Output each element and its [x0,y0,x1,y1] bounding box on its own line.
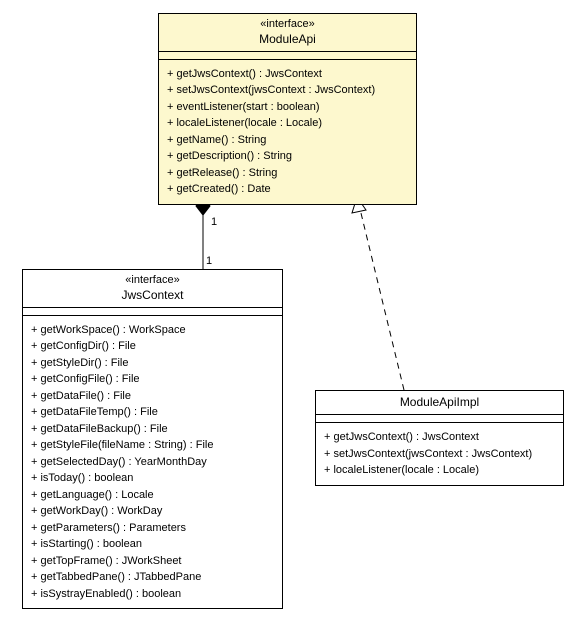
uml-canvas: 1 1 «interface» ModuleApi + getJwsContex… [0,0,581,624]
method-list: + getWorkSpace() : WorkSpace+ getConfigD… [23,316,282,609]
stereotype-label: «interface» [165,18,410,32]
method-row: + getStyleFile(fileName : String) : File [31,437,274,454]
method-row: + getSelectedDay() : YearMonthDay [31,454,274,471]
class-header: «interface» JwsContext [23,270,282,308]
method-row: + getParameters() : Parameters [31,520,274,537]
method-row: + setJwsContext(jwsContext : JwsContext) [167,82,408,99]
method-row: + isSystrayEnabled() : boolean [31,586,274,603]
multiplicity-to: 1 [211,216,217,228]
method-row: + getLanguage() : Locale [31,487,274,504]
class-name: ModuleApi [165,32,410,47]
method-row: + isStarting() : boolean [31,536,274,553]
method-row: + getName() : String [167,132,408,149]
method-row: + getRelease() : String [167,165,408,182]
method-row: + getJwsContext() : JwsContext [324,429,555,446]
method-row: + getDataFile() : File [31,388,274,405]
method-row: + getConfigFile() : File [31,371,274,388]
method-row: + getJwsContext() : JwsContext [167,66,408,83]
class-header: «interface» ModuleApi [159,14,416,52]
method-row: + getWorkDay() : WorkDay [31,503,274,520]
method-row: + getDataFileBackup() : File [31,421,274,438]
realization-edge [360,209,404,390]
method-row: + setJwsContext(jwsContext : JwsContext) [324,446,555,463]
method-row: + localeListener(locale : Locale) [324,462,555,479]
attributes-empty [316,415,563,423]
method-row: + getTopFrame() : JWorkSheet [31,553,274,570]
method-row: + localeListener(locale : Locale) [167,115,408,132]
attributes-empty [159,52,416,60]
attributes-empty [23,308,282,316]
method-row: + getWorkSpace() : WorkSpace [31,322,274,339]
stereotype-label: «interface» [29,274,276,288]
method-row: + getConfigDir() : File [31,338,274,355]
class-moduleapiimpl: ModuleApiImpl + getJwsContext() : JwsCon… [315,390,564,486]
method-row: + eventListener(start : boolean) [167,99,408,116]
method-row: + getDataFileTemp() : File [31,404,274,421]
method-row: + getStyleDir() : File [31,355,274,372]
method-row: + getTabbedPane() : JTabbedPane [31,569,274,586]
multiplicity-from: 1 [206,255,212,267]
method-list: + getJwsContext() : JwsContext+ setJwsCo… [159,60,416,204]
method-row: + getDescription() : String [167,148,408,165]
class-name: ModuleApiImpl [322,395,557,410]
method-row: + isToday() : boolean [31,470,274,487]
class-header: ModuleApiImpl [316,391,563,415]
method-list: + getJwsContext() : JwsContext+ setJwsCo… [316,423,563,485]
class-moduleapi: «interface» ModuleApi + getJwsContext() … [158,13,417,205]
class-name: JwsContext [29,288,276,303]
class-jwscontext: «interface» JwsContext + getWorkSpace() … [22,269,283,609]
method-row: + getCreated() : Date [167,181,408,198]
